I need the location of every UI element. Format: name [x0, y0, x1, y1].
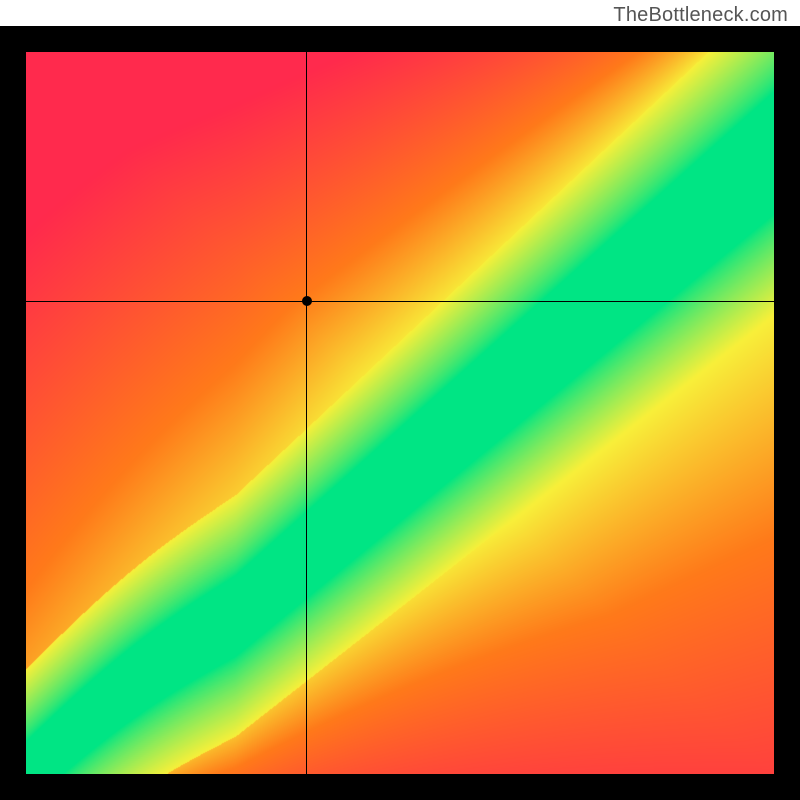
watermark-text: TheBottleneck.com: [613, 4, 788, 27]
crosshair-vertical: [306, 52, 307, 774]
crosshair-dot: [302, 296, 312, 306]
crosshair-horizontal: [26, 301, 774, 302]
heatmap-canvas: [26, 52, 774, 774]
bottleneck-heatmap: [0, 26, 800, 800]
